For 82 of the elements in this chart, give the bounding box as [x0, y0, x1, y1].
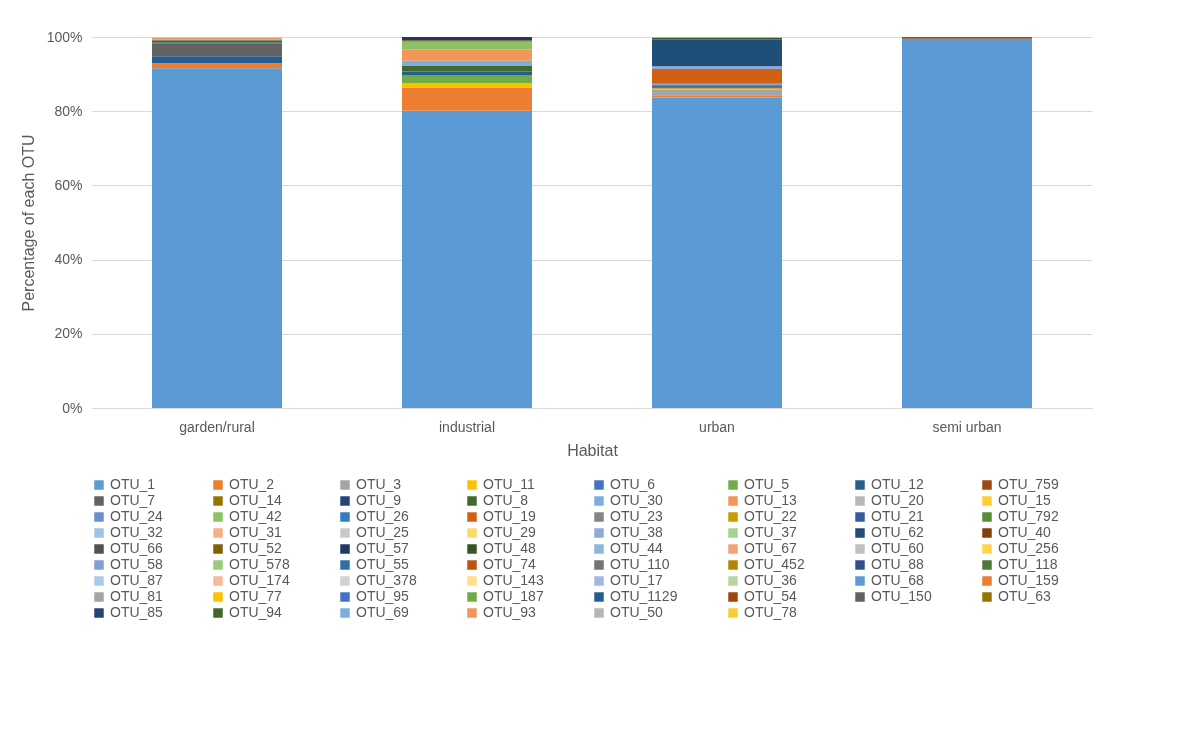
legend-label: OTU_44 — [610, 540, 664, 556]
y-tick-label: 20% — [54, 325, 83, 342]
legend-label: OTU_1129 — [610, 588, 678, 604]
legend-label: OTU_54 — [744, 588, 798, 604]
legend-label: OTU_50 — [610, 604, 664, 620]
legend-label: OTU_578 — [229, 556, 290, 572]
legend-label: OTU_174 — [229, 572, 290, 588]
legend-label: OTU_78 — [744, 604, 798, 620]
legend-label: OTU_12 — [871, 476, 925, 492]
legend-label: OTU_1 — [110, 476, 156, 492]
legend-label: OTU_38 — [610, 524, 664, 540]
x-tick-label: semi urban — [932, 418, 1002, 435]
legend-label: OTU_452 — [744, 556, 805, 572]
legend-label: OTU_62 — [871, 524, 925, 540]
legend-label: OTU_3 — [356, 476, 402, 492]
legend-label: OTU_67 — [744, 540, 798, 556]
legend-label: OTU_69 — [356, 604, 410, 620]
legend-label: OTU_2 — [229, 476, 275, 492]
legend-label: OTU_63 — [998, 588, 1052, 604]
x-axis-title: Habitat — [567, 441, 619, 459]
y-tick-label: 80% — [54, 102, 83, 119]
legend-label: OTU_52 — [229, 540, 283, 556]
legend-label: OTU_57 — [356, 540, 410, 556]
legend-label: OTU_159 — [998, 572, 1059, 588]
legend-label: OTU_150 — [871, 588, 932, 604]
legend-label: OTU_55 — [356, 556, 410, 572]
legend-label: OTU_58 — [110, 556, 164, 572]
legend-label: OTU_40 — [998, 524, 1052, 540]
legend-label: OTU_48 — [483, 540, 537, 556]
legend-label: OTU_17 — [610, 572, 664, 588]
legend-label: OTU_15 — [998, 492, 1052, 508]
x-tick-label: garden/rural — [179, 418, 255, 435]
legend-label: OTU_68 — [871, 572, 925, 588]
legend-label: OTU_24 — [110, 508, 164, 524]
legend-label: OTU_36 — [744, 572, 798, 588]
legend-label: OTU_37 — [744, 524, 798, 540]
legend-label: OTU_87 — [110, 572, 164, 588]
legend-label: OTU_6 — [610, 476, 656, 492]
legend-label: OTU_23 — [610, 508, 664, 524]
legend-label: OTU_85 — [110, 604, 164, 620]
legend-label: OTU_7 — [110, 492, 156, 508]
legend-label: OTU_378 — [356, 572, 417, 588]
legend-label: OTU_118 — [998, 556, 1058, 572]
legend-label: OTU_32 — [110, 524, 164, 540]
legend-label: OTU_256 — [998, 540, 1059, 556]
legend-label: OTU_31 — [229, 524, 283, 540]
legend-label: OTU_42 — [229, 508, 283, 524]
legend-label: OTU_13 — [744, 492, 798, 508]
legend-label: OTU_60 — [871, 540, 925, 556]
y-axis-title: Percentage of each OTU — [19, 134, 37, 312]
legend-label: OTU_29 — [483, 524, 537, 540]
legend-label: OTU_88 — [871, 556, 925, 572]
legend-label: OTU_11 — [483, 476, 536, 492]
legend-label: OTU_26 — [356, 508, 410, 524]
legend-label: OTU_94 — [229, 604, 283, 620]
y-tick-label: 40% — [54, 251, 83, 268]
legend-label: OTU_93 — [483, 604, 537, 620]
y-tick-label: 60% — [54, 176, 83, 193]
legend-label: OTU_21 — [871, 508, 925, 524]
x-tick-label: urban — [699, 418, 735, 435]
legend-label: OTU_22 — [744, 508, 798, 524]
legend-label: OTU_8 — [483, 492, 529, 508]
legend-label: OTU_66 — [110, 540, 164, 556]
legend-label: OTU_143 — [483, 572, 544, 588]
legend-label: OTU_81 — [110, 588, 164, 604]
legend-label: OTU_30 — [610, 492, 664, 508]
legend-label: OTU_14 — [229, 492, 283, 508]
legend-label: OTU_5 — [744, 476, 790, 492]
legend-label: OTU_19 — [483, 508, 537, 524]
y-tick-label: 0% — [62, 399, 83, 416]
x-tick-label: industrial — [438, 418, 496, 435]
legend-label: OTU_110 — [610, 556, 670, 572]
legend-label: OTU_74 — [483, 556, 537, 572]
legend-label: OTU_9 — [356, 492, 402, 508]
legend-label: OTU_95 — [356, 588, 410, 604]
legend-label: OTU_20 — [871, 492, 925, 508]
legend-label: OTU_792 — [998, 508, 1059, 524]
legend-label: OTU_77 — [229, 588, 283, 604]
legend-label: OTU_759 — [998, 476, 1059, 492]
legend-label: OTU_187 — [483, 588, 544, 604]
legend-label: OTU_25 — [356, 524, 410, 540]
y-tick-label: 100% — [46, 28, 83, 45]
